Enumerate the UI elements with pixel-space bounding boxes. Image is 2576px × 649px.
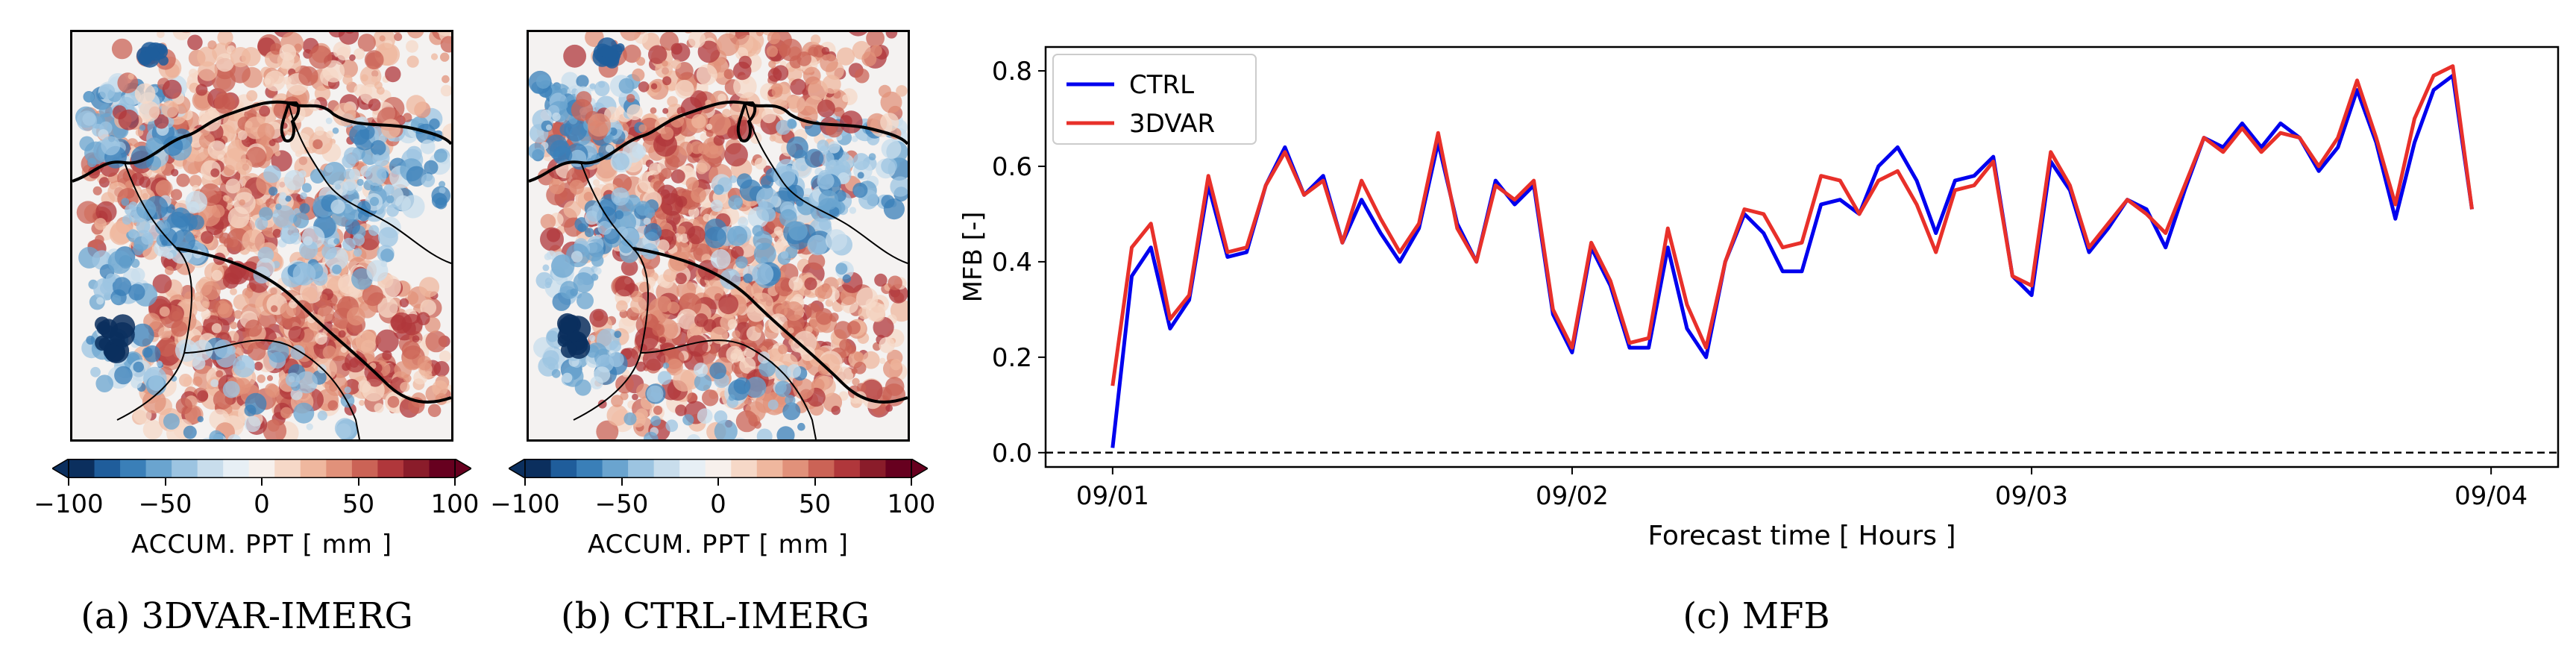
colorbar-tick [164,478,166,486]
colorbar-segment [859,459,886,478]
country-border [288,102,451,264]
colorbar-tick [717,478,719,486]
colorbar-tick [524,478,526,486]
colorbar-tick-label: 100 [887,489,936,519]
legend: CTRL 3DVAR [1052,54,1257,145]
caption-c: (c) MFB [1683,595,1830,637]
colorbar-segment [223,459,250,478]
colorbar-segment [782,459,809,478]
colorbar-segment [731,459,758,478]
colorbar-tick-label: 0 [254,489,270,519]
y-tick-label: 0.8 [992,57,1032,87]
colorbar-label-a: ACCUM. PPT [ mm ] [131,530,392,559]
map-ctrl-imerg [527,30,910,442]
country-border [632,247,908,404]
colorbar-segment [326,459,353,478]
colorbar-segment [274,459,301,478]
colorbar-tick-label: −50 [594,489,649,519]
x-tick-label: 09/02 [1536,481,1609,511]
x-tick-label: 09/01 [1076,481,1149,511]
colorbar-segment [885,459,912,478]
country-border [176,247,451,404]
colorbar-segment [377,459,404,478]
colorbar-segment [602,459,629,478]
colorbar-label-b: ACCUM. PPT [ mm ] [588,530,849,559]
colorbar-segment [69,459,95,478]
colorbar-segment [756,459,783,478]
caption-a: (a) 3DVAR-IMERG [81,595,413,637]
x-tick-label: 09/03 [1995,481,2068,511]
coastline [529,100,908,183]
mfb-line-chart: 0.0 0.2 0.4 0.6 0.8 09/01 09/02 09/03 09/04 Forec… [958,46,2560,551]
precip-difference-map [529,32,908,439]
colorbar-tick-label: −50 [138,489,192,519]
x-tick-label: 09/04 [2454,481,2528,511]
colorbar-tick [911,478,912,486]
plot-frame [1044,46,2560,468]
colorbar-segment [300,459,327,478]
colorbar-segment [834,459,861,478]
colorbar-segment [351,459,378,478]
colorbar-tick-label: 50 [342,489,375,519]
lake-outline [280,101,301,142]
colorbar-segment [525,459,552,478]
colorbar-segment [172,459,198,478]
coastline [72,100,451,183]
colorbar-segment [628,459,655,478]
colorbar-segment [577,459,603,478]
colorbar-extend-high [454,459,471,478]
colorbar-tick [68,478,69,486]
y-tick-label: 0.4 [992,248,1032,278]
y-axis-label: MFB [-] [958,212,988,303]
colorbar-tick-label: −100 [34,489,104,519]
colorbar-tick [621,478,623,486]
colorbar-segment [94,459,121,478]
colorbar-segment [808,459,835,478]
colorbar-extend-high [911,459,928,478]
country-border [116,162,192,421]
caption-b: (b) CTRL-IMERG [560,595,870,637]
y-tick-label: 0.2 [992,343,1032,373]
precip-difference-map [72,32,451,439]
y-tick-label: 0.6 [992,152,1032,182]
colorbar-tick [261,478,263,486]
y-tick-label: 0.0 [992,439,1032,468]
colorbar-tick-label: 100 [430,489,480,519]
colorbar-segment [705,459,732,478]
legend-label: CTRL [1129,70,1194,100]
legend-label: 3DVAR [1129,109,1215,139]
country-border [640,339,817,439]
colorbar-extend-low [52,459,69,478]
colorbar-tick-label: 50 [798,489,832,519]
colorbar-segment [197,459,224,478]
colorbar-b [509,459,928,478]
x-axis-label: Forecast time [ Hours ] [1648,521,1956,551]
colorbar-tick [814,478,816,486]
colorbar-tick-label: −100 [490,489,560,519]
colorbar-segment [550,459,577,478]
colorbar-tick [357,478,359,486]
series-line-3dvar [1110,64,2474,386]
colorbar-a [52,459,471,478]
colorbar-segment [145,459,172,478]
colorbar-segment [429,459,456,478]
colorbar-segment [679,459,706,478]
colorbar-segment [653,459,680,478]
country-border [573,162,649,421]
country-border [744,102,908,264]
colorbar-tick [454,478,456,486]
country-border [183,339,360,439]
lake-outline [736,101,757,142]
colorbar-segment [120,459,147,478]
map-3dvar-imerg [70,30,453,442]
colorbar-extend-low [509,459,526,478]
colorbar-segment [403,459,430,478]
colorbar-tick-label: 0 [710,489,726,519]
series-line-ctrl [1110,73,2474,448]
colorbar-segment [248,459,275,478]
